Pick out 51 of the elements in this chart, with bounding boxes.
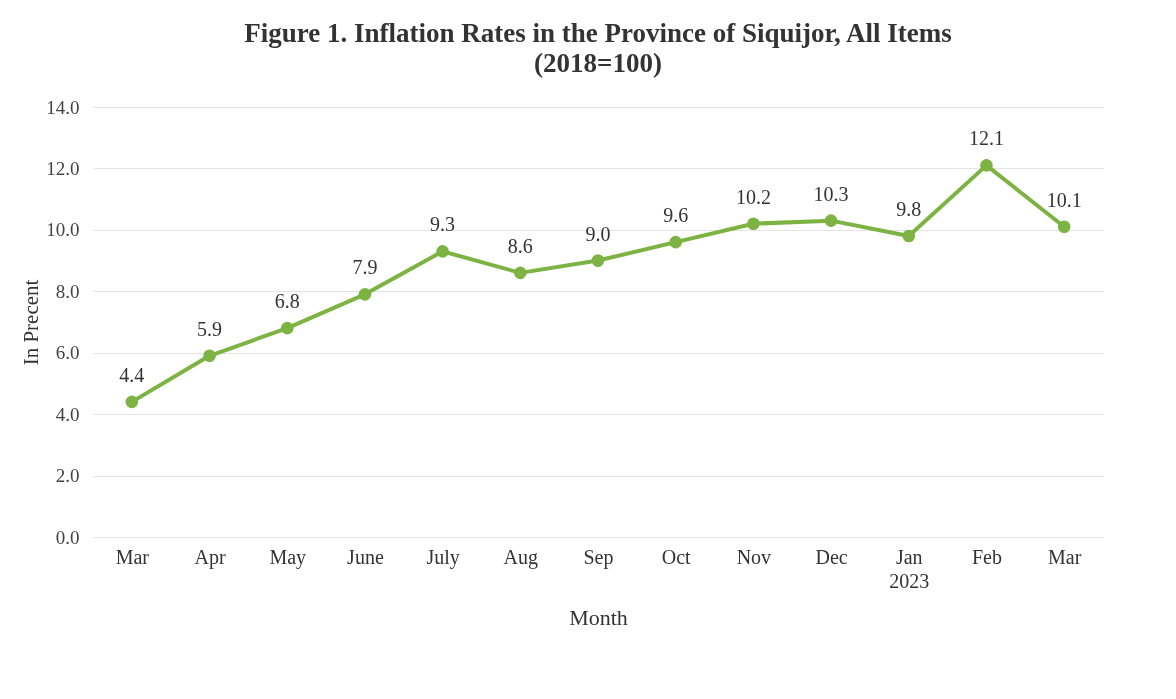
data-label: 4.4	[119, 363, 145, 386]
point	[125, 395, 139, 409]
x-tick-label: Dec	[815, 545, 848, 568]
x-tick-label: July	[426, 545, 460, 569]
point	[747, 217, 760, 231]
y-axis-title: In Precent	[19, 279, 44, 366]
x-tick-label: Apr	[194, 545, 226, 569]
y-tick-label: 0.0	[55, 526, 80, 548]
data-label: 8.6	[507, 234, 533, 257]
point	[513, 266, 527, 280]
x-tick-label: Mar	[1047, 545, 1082, 568]
chart-title: Figure 1. Inflation Rates in the Province of Siquijor, All Items	[244, 18, 952, 48]
x-tick-label: Jan 2023	[889, 545, 930, 592]
x-tick-label: Sep	[583, 545, 614, 569]
point	[358, 288, 372, 301]
x-tick-label: Feb	[971, 545, 1002, 568]
point	[824, 214, 838, 227]
point	[280, 321, 294, 335]
y-tick-label: 8.0	[55, 280, 80, 302]
data-label: 9.8	[896, 198, 922, 220]
data-label: 10.2	[735, 185, 771, 208]
point	[902, 229, 916, 243]
x-tick-label: Mar	[115, 545, 150, 568]
data-label: 9.6	[663, 204, 689, 227]
data-label: 9.0	[585, 222, 611, 245]
data-label: 6.8	[274, 290, 300, 313]
point	[203, 349, 216, 363]
y-tick-label: 6.0	[55, 342, 80, 364]
data-label: 10.3	[813, 182, 849, 205]
x-tick-label: Oct	[661, 545, 692, 568]
y-tick-label: 4.0	[55, 403, 80, 425]
y-tick-label: 2.0	[55, 465, 80, 487]
point	[591, 254, 605, 267]
data-label: 10.1	[1046, 188, 1082, 211]
data-label: 12.1	[968, 127, 1004, 150]
x-tick-label: June	[347, 545, 384, 568]
x-tick-label: Aug	[503, 545, 539, 569]
chart-subtitle: (2018=100)	[534, 48, 662, 78]
data-label: 5.9	[197, 317, 223, 340]
x-tick-label: May	[269, 545, 307, 569]
point	[980, 159, 993, 172]
y-tick-label: 14.0	[46, 96, 80, 118]
y-tick-label: 10.0	[46, 219, 80, 241]
point	[669, 235, 683, 249]
x-tick-label: Nov	[736, 545, 772, 568]
y-tick-label: 12.0	[46, 157, 80, 179]
data-label: 9.3	[430, 213, 456, 236]
point	[1057, 220, 1071, 234]
data-label: 7.9	[352, 256, 378, 279]
x-axis-title: Month	[569, 604, 628, 630]
point	[436, 245, 449, 258]
